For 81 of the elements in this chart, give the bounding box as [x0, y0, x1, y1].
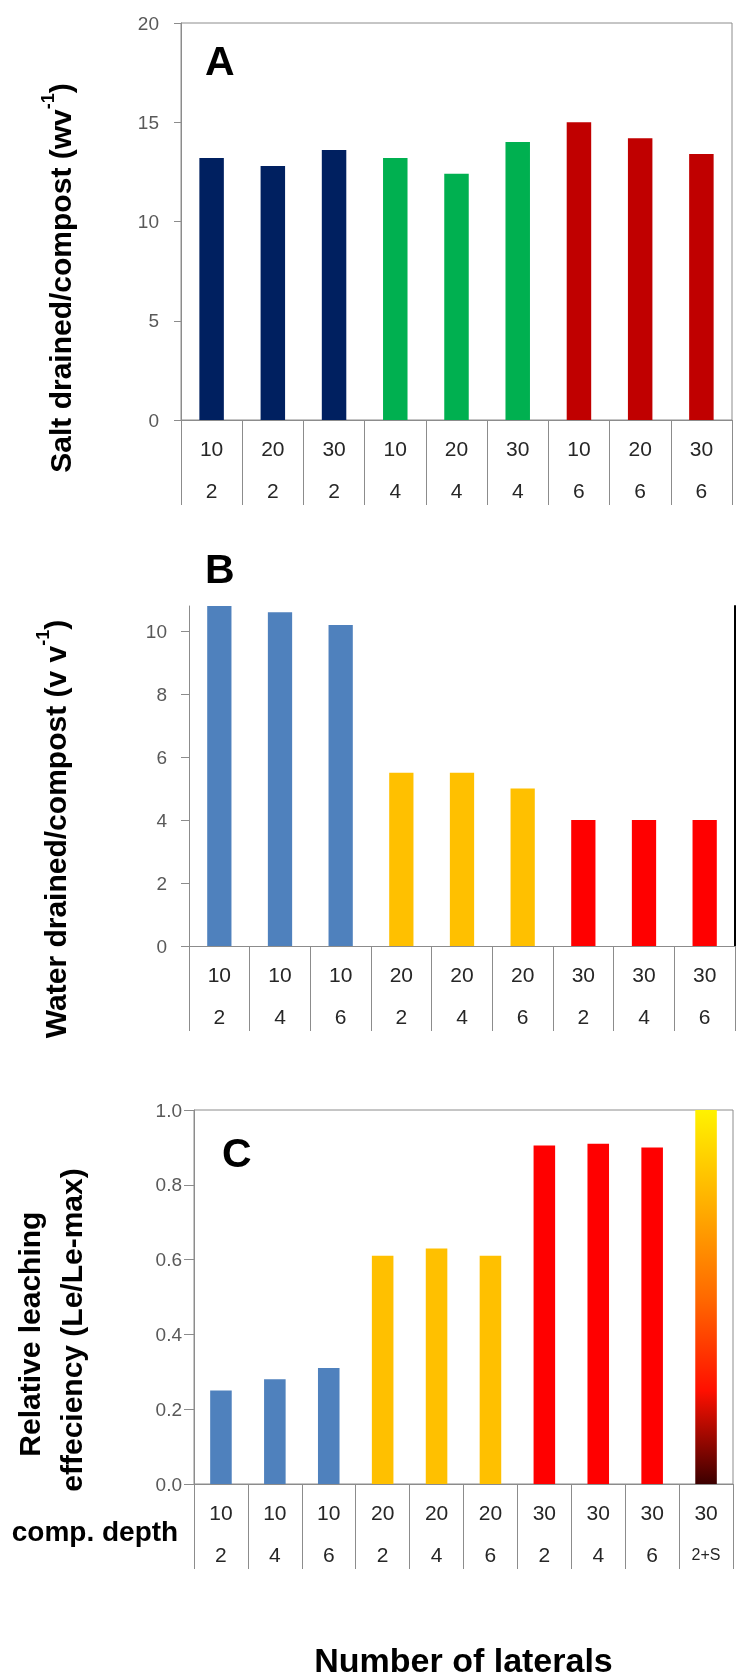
x-tick-label: 30 6	[640, 1500, 664, 1566]
x-tick-label: 20 4	[444, 436, 469, 502]
y-tick-label: 10	[145, 620, 167, 642]
bar	[631, 820, 657, 946]
bar	[317, 1368, 340, 1484]
bar	[566, 122, 592, 420]
bar	[695, 1110, 717, 1484]
bar	[371, 1255, 394, 1484]
chart-title: B	[205, 545, 235, 592]
bar	[449, 772, 475, 946]
bar	[510, 788, 535, 946]
text: comp. depth	[11, 1515, 179, 1547]
x-tick-label: 10 6	[567, 436, 591, 502]
bar	[389, 772, 414, 946]
x-tick-label: 10 4	[383, 436, 407, 502]
y-tick-label: 0.6	[155, 1249, 182, 1271]
x-tick-label: 30 2	[532, 1500, 557, 1566]
y-tick-label: 15	[137, 111, 159, 133]
bar	[587, 1143, 610, 1484]
y-tick-label: 8	[156, 683, 167, 705]
x-tick-label: 30 2+S	[691, 1500, 721, 1563]
x-tick-label: 20 6	[510, 962, 535, 1028]
bar	[425, 1248, 448, 1484]
x-tick-label: 20 2	[370, 1500, 395, 1566]
x-tick-label: 20 4	[424, 1500, 449, 1566]
x-tick-label: 20 2	[389, 962, 414, 1028]
x-tick-label: 30 6	[689, 436, 714, 502]
y-tick-label: 4	[156, 809, 168, 831]
y-tick-label: 0.2	[155, 1398, 182, 1420]
x-tick-label: 10 6	[328, 962, 353, 1028]
x-tick-label: 10 2	[209, 1500, 233, 1566]
x-tick-label: 20 2	[261, 436, 285, 502]
bar	[210, 1390, 232, 1484]
bar	[533, 1145, 556, 1484]
x-tick-label: 10 4	[268, 962, 292, 1028]
chart-title: A	[205, 37, 235, 84]
x-tick-label: 30 2	[571, 962, 596, 1028]
x-tick-label: 10 4	[263, 1500, 287, 1566]
x-tick-label: 30 4	[586, 1500, 610, 1566]
bar	[505, 142, 530, 420]
bar	[260, 165, 286, 420]
y-tick-label: 0	[148, 409, 159, 431]
x-tick-label: 10 6	[317, 1500, 341, 1566]
y-axis-title: Salt drained/compost (wv-1)	[38, 83, 77, 473]
x-tick-label: 20 4	[450, 962, 474, 1028]
x-tick-label: 30 4	[506, 436, 530, 502]
x-tick-label: 20 6	[628, 436, 652, 502]
y-tick-label: 0.8	[155, 1174, 182, 1196]
x-tick-label: 20 6	[478, 1500, 503, 1566]
y-tick-label: 1.0	[155, 1099, 182, 1121]
y-tick-label: 10	[137, 211, 159, 232]
y-tick-label: 5	[148, 310, 159, 332]
x-tick-label: 30 2	[322, 436, 346, 502]
bar	[321, 150, 347, 420]
x-tick-label: 30 4	[632, 962, 656, 1028]
text: C	[222, 1129, 252, 1176]
y-tick-label: 0.0	[155, 1473, 182, 1495]
y-axis-title: Relative leaching effeciency (Le/Le-max)	[12, 1168, 88, 1492]
bar	[267, 612, 293, 946]
x-tick-label: 30 6	[692, 962, 717, 1028]
bar	[641, 1147, 663, 1484]
bar	[207, 606, 232, 946]
y-axis-title: Water drained/compost (v v-1)	[33, 619, 72, 1039]
bar	[689, 154, 714, 420]
y-tick-label: 0.4	[155, 1323, 183, 1345]
y-tick-label: 20	[137, 12, 159, 34]
y-tick-label: 6	[156, 746, 167, 768]
bar	[571, 820, 596, 946]
bar	[199, 157, 224, 420]
bar	[479, 1255, 502, 1484]
x-tick-label: 10 2	[199, 436, 224, 502]
bar	[444, 173, 469, 420]
y-tick-label: 0	[156, 935, 167, 957]
bar	[383, 157, 408, 420]
y-tick-label: 2	[156, 872, 167, 894]
bar	[264, 1379, 286, 1484]
x-axis-title: Number of laterals	[314, 1641, 613, 1676]
bar	[692, 820, 717, 946]
x-tick-label: 10 2	[207, 962, 232, 1028]
bar	[328, 624, 353, 946]
bar	[627, 138, 653, 420]
